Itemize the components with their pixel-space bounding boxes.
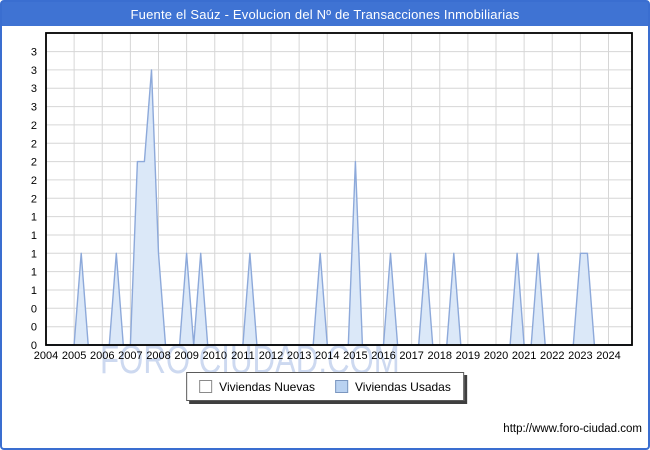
x-tick-label: 2009 [174, 350, 198, 362]
nuevas-swatch-icon [199, 380, 213, 393]
usadas-swatch-icon [335, 380, 348, 393]
legend: Viviendas Nuevas Viviendas Usadas [186, 372, 464, 401]
y-tick-label: 3 [31, 65, 37, 77]
y-axis-labels: 0 0 0 1 1 1 1 1 2 2 2 2 2 3 3 3 3 [31, 47, 37, 352]
y-tick-label: 2 [31, 138, 37, 150]
y-tick-label: 3 [31, 47, 37, 59]
x-tick-label: 2012 [259, 350, 283, 362]
title-bar: Fuente el Saúz - Evolucion del Nº de Tra… [2, 2, 648, 26]
legend-label-usadas: Viviendas Usadas [355, 379, 451, 394]
x-tick-label: 2016 [371, 350, 395, 362]
y-tick-label: 0 [31, 340, 37, 352]
x-tick-label: 2024 [596, 350, 620, 362]
y-tick-label: 1 [31, 285, 37, 297]
y-tick-label: 0 [31, 322, 37, 334]
x-tick-label: 2008 [146, 350, 170, 362]
x-tick-label: 2018 [428, 350, 452, 362]
y-tick-label: 0 [31, 303, 37, 315]
legend-item-viviendas-usadas[interactable]: Viviendas Usadas [335, 380, 451, 394]
y-tick-label: 2 [31, 157, 37, 169]
footer-url[interactable]: http://www.foro-ciudad.com [503, 423, 642, 435]
x-tick-label: 2010 [203, 350, 227, 362]
x-tick-label: 2023 [568, 350, 592, 362]
y-tick-label: 3 [31, 102, 37, 114]
x-tick-label: 2014 [315, 350, 339, 362]
x-tick-label: 2015 [343, 350, 367, 362]
legend-label-nuevas: Viviendas Nuevas [219, 379, 315, 394]
x-tick-label: 2020 [484, 350, 508, 362]
x-axis-labels: 2004 2005 2006 2007 2008 2009 2010 2011 2012 2013… [34, 350, 621, 362]
x-tick-label: 2017 [399, 350, 423, 362]
x-tick-label: 2007 [118, 350, 142, 362]
x-tick-label: 2006 [90, 350, 114, 362]
x-tick-label: 2013 [287, 350, 311, 362]
x-tick-label: 2021 [512, 350, 536, 362]
y-tick-label: 1 [31, 248, 37, 260]
plot-border [45, 32, 633, 346]
x-tick-label: 2019 [456, 350, 480, 362]
legend-item-viviendas-nuevas[interactable]: Viviendas Nuevas [199, 380, 315, 394]
y-tick-label: 1 [31, 230, 37, 242]
x-tick-label: 2004 [34, 350, 58, 362]
y-tick-label: 1 [31, 212, 37, 224]
y-tick-label: 2 [31, 193, 37, 205]
x-tick-label: 2005 [62, 350, 86, 362]
x-tick-label: 2022 [540, 350, 564, 362]
y-tick-label: 1 [31, 267, 37, 279]
y-tick-label: 3 [31, 83, 37, 95]
page-title: Fuente el Saúz - Evolucion del Nº de Tra… [130, 6, 520, 22]
y-tick-label: 2 [31, 120, 37, 132]
y-tick-label: 2 [31, 175, 37, 187]
x-tick-label: 2011 [231, 350, 255, 362]
